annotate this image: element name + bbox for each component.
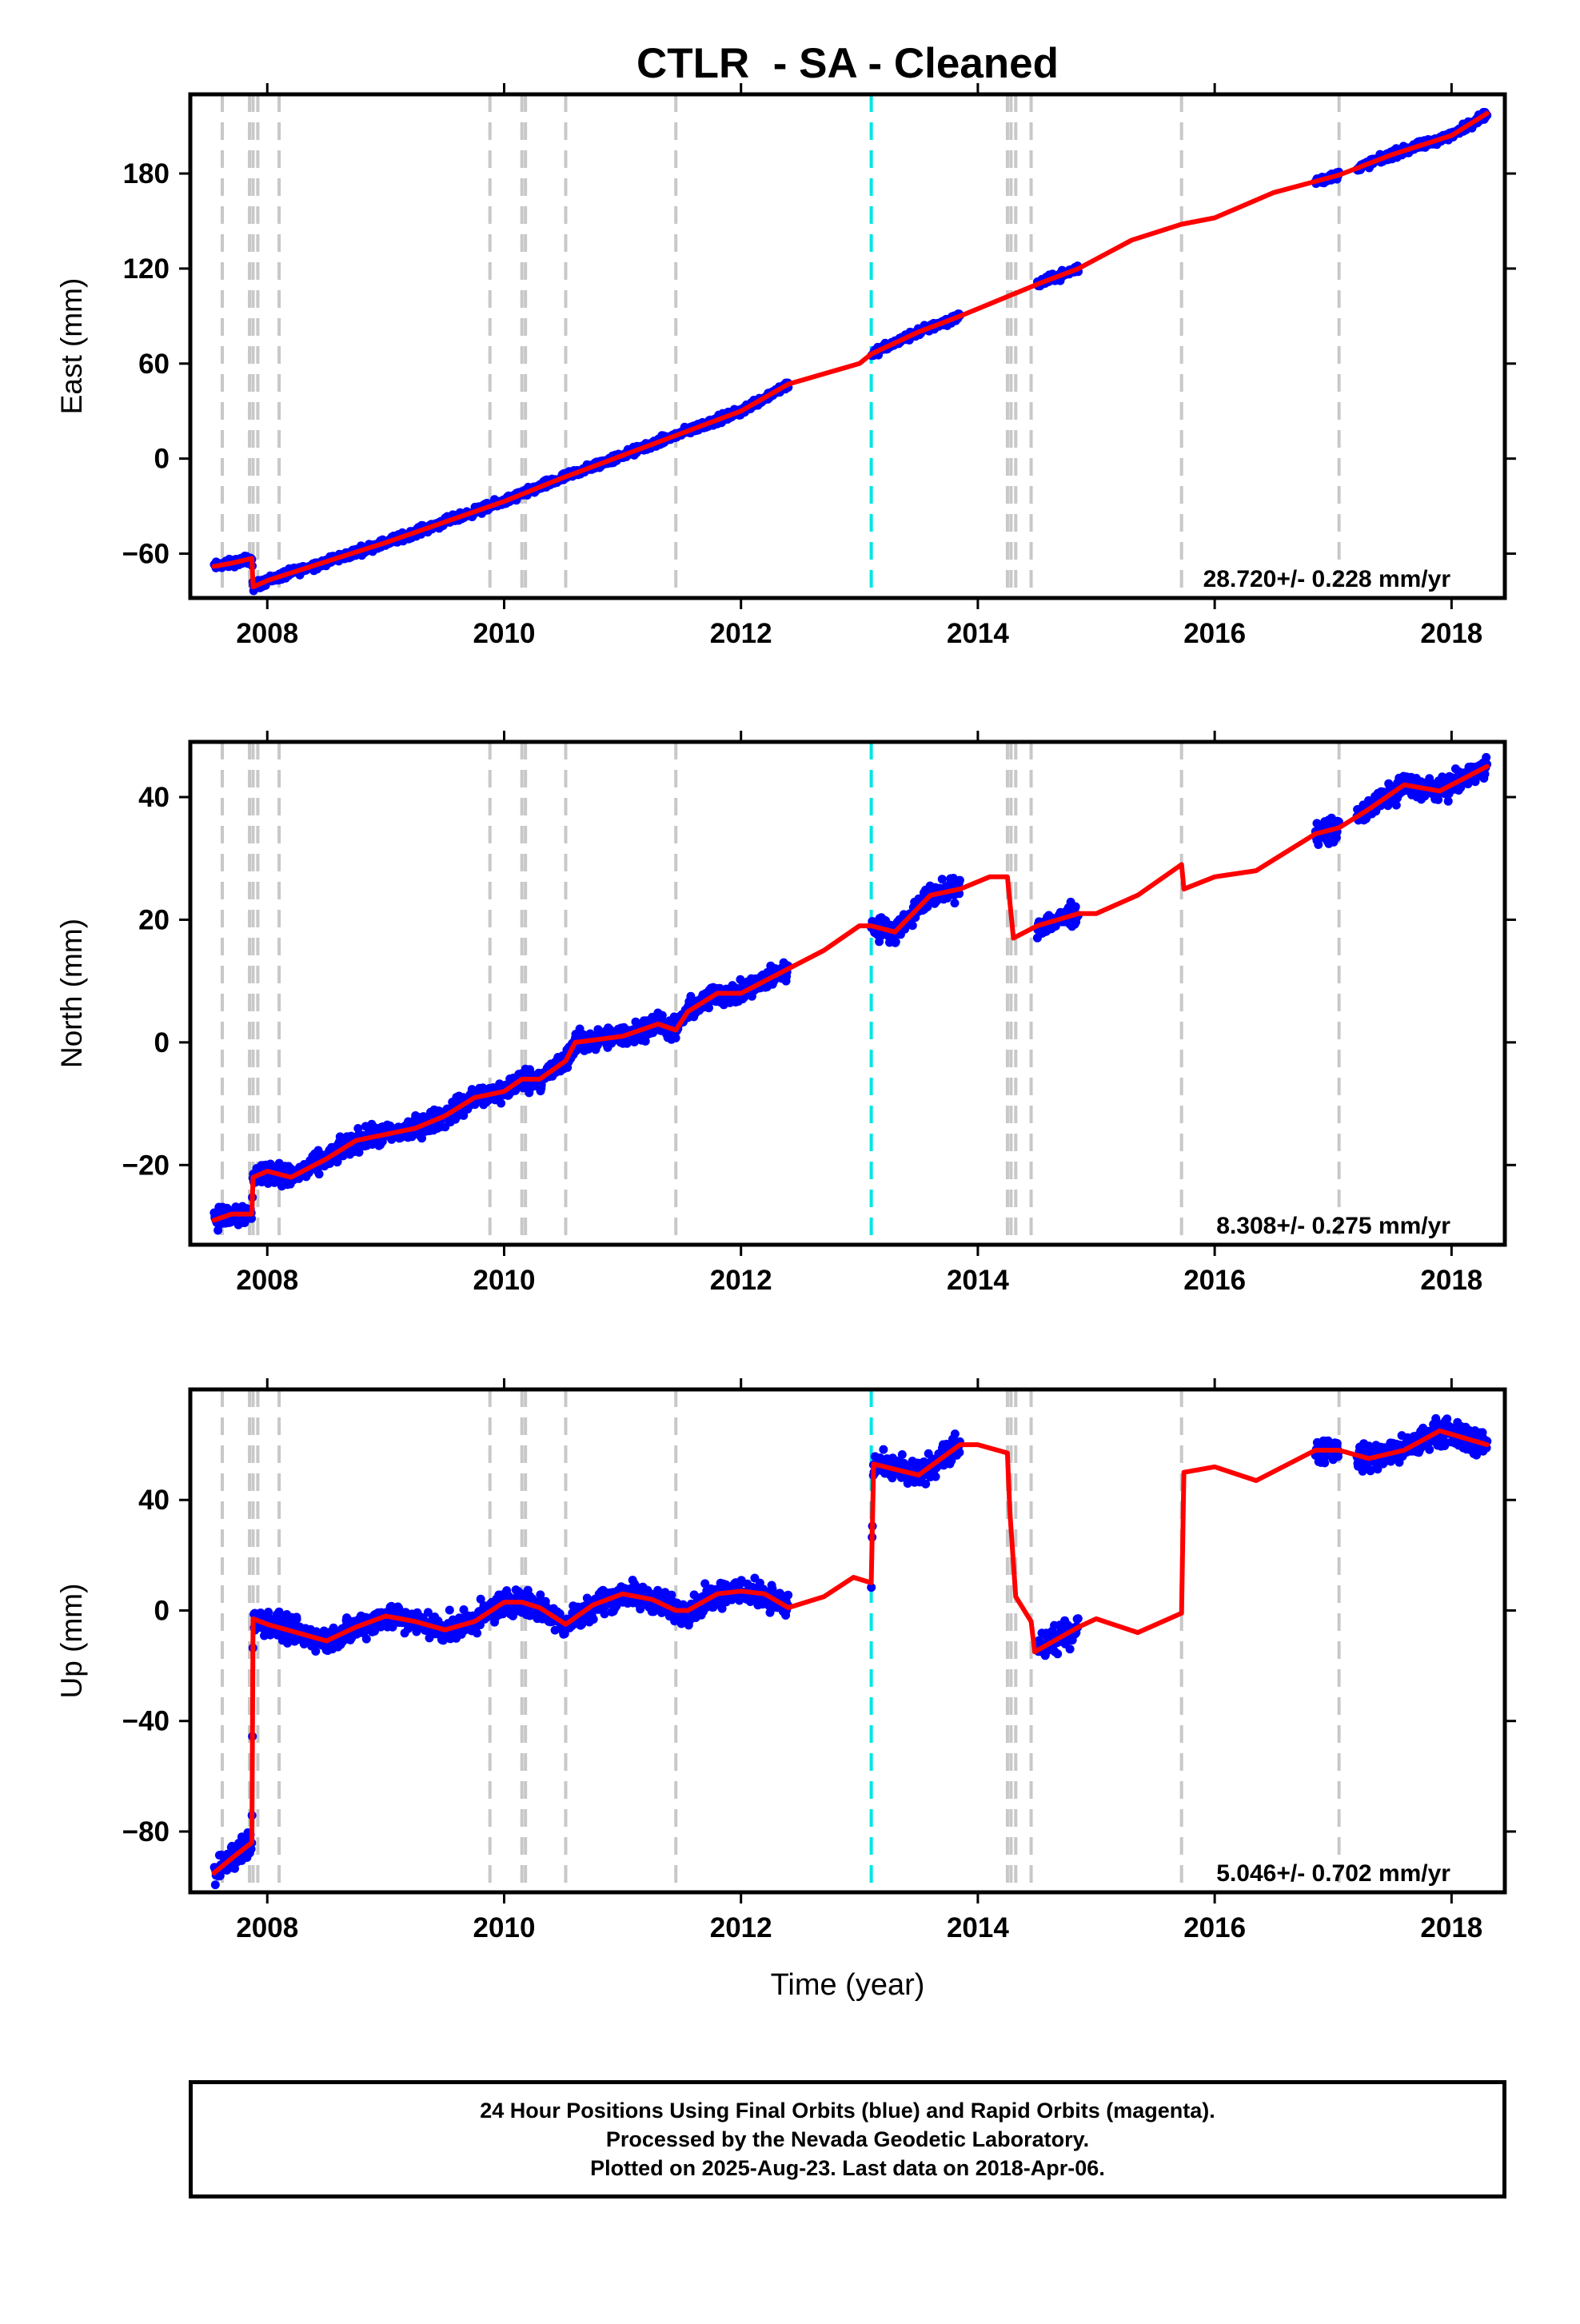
data-point bbox=[898, 1450, 907, 1459]
model-fit-line bbox=[214, 767, 1487, 1221]
model-fit-line bbox=[214, 114, 1487, 587]
data-point bbox=[951, 899, 960, 907]
data-point bbox=[497, 1099, 505, 1108]
data-point bbox=[445, 1606, 454, 1615]
data-point bbox=[879, 1445, 888, 1454]
observed-points bbox=[210, 1414, 1492, 1889]
data-point bbox=[938, 875, 947, 883]
observed-points bbox=[210, 108, 1492, 596]
data-point bbox=[589, 1615, 598, 1624]
data-point bbox=[892, 938, 900, 947]
data-point bbox=[1066, 1644, 1075, 1653]
x-tick-label: 2008 bbox=[236, 1265, 298, 1296]
x-tick-label: 2014 bbox=[947, 618, 1009, 649]
data-point bbox=[784, 1591, 792, 1600]
x-tick-label: 2018 bbox=[1420, 1265, 1482, 1296]
x-tick-label: 2016 bbox=[1183, 618, 1246, 649]
data-point bbox=[658, 1011, 667, 1020]
y-axis-label: North (mm) bbox=[55, 919, 88, 1068]
y-tick-label: −20 bbox=[122, 1150, 170, 1181]
y-tick-label: 0 bbox=[154, 1027, 170, 1058]
panel-plot-area bbox=[210, 94, 1492, 598]
x-tick-label: 2018 bbox=[1420, 618, 1482, 649]
data-point bbox=[1314, 840, 1323, 849]
panel-plot-area bbox=[210, 1389, 1492, 1892]
x-tick-label: 2016 bbox=[1183, 1265, 1246, 1296]
y-tick-label: 120 bbox=[123, 253, 170, 285]
y-tick-label: −60 bbox=[122, 539, 170, 570]
x-tick-label: 2014 bbox=[947, 1265, 1009, 1296]
panel-frame bbox=[190, 742, 1505, 1245]
observed-points bbox=[209, 753, 1491, 1235]
data-point bbox=[293, 1615, 301, 1624]
y-tick-label: 60 bbox=[138, 349, 170, 380]
chart-title: CTLR - SA - Cleaned bbox=[636, 40, 1059, 87]
data-point bbox=[1071, 903, 1080, 911]
data-point bbox=[951, 1429, 960, 1438]
data-point bbox=[1444, 797, 1453, 806]
y-tick-label: 0 bbox=[154, 444, 170, 475]
data-point bbox=[932, 1473, 940, 1481]
data-point bbox=[956, 876, 964, 885]
x-tick-label: 2008 bbox=[236, 618, 298, 649]
y-tick-label: 40 bbox=[138, 782, 170, 813]
data-point bbox=[1053, 1649, 1062, 1658]
data-point bbox=[1074, 1614, 1083, 1623]
panel-east: 2008 2010 2012 2014 2016 2018 −60 0 60 120 180 East… bbox=[55, 83, 1516, 649]
y-tick-label: 180 bbox=[123, 158, 170, 189]
data-point bbox=[362, 1635, 371, 1644]
x-axis-label: Time (year) bbox=[771, 1968, 925, 2002]
x-tick-label: 2012 bbox=[710, 618, 772, 649]
velocity-annotation: 28.720+/- 0.228 mm/yr bbox=[1203, 566, 1451, 592]
y-tick-label: 20 bbox=[138, 904, 170, 935]
data-point bbox=[908, 921, 917, 930]
data-point bbox=[315, 1170, 324, 1178]
data-point bbox=[473, 1628, 481, 1637]
data-point bbox=[211, 1880, 220, 1889]
panel-plot-area bbox=[209, 742, 1491, 1245]
panel-north: 2008 2010 2012 2014 2016 2018 −20 0 20 40 North (m… bbox=[55, 731, 1516, 1296]
data-point bbox=[311, 1647, 320, 1656]
velocity-annotation: 8.308+/- 0.275 mm/yr bbox=[1216, 1213, 1450, 1239]
x-tick-label: 2010 bbox=[473, 1265, 536, 1296]
x-tick-label: 2010 bbox=[473, 618, 536, 649]
panel-frame bbox=[190, 94, 1505, 598]
y-axis-label: East (mm) bbox=[55, 278, 88, 415]
x-tick-label: 2012 bbox=[710, 1265, 772, 1296]
